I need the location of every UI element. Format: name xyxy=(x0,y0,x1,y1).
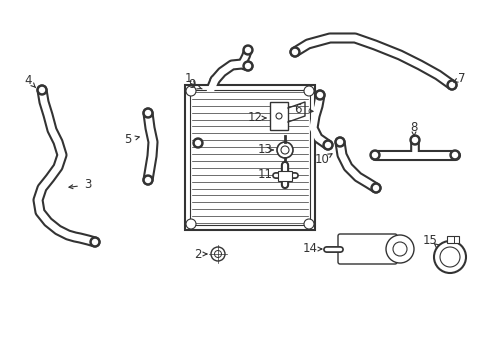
Circle shape xyxy=(276,142,292,158)
Circle shape xyxy=(193,138,203,148)
Circle shape xyxy=(281,146,288,154)
Circle shape xyxy=(337,139,342,144)
Circle shape xyxy=(446,80,456,90)
Circle shape xyxy=(334,137,345,147)
Text: 13: 13 xyxy=(257,144,272,157)
Text: 10: 10 xyxy=(314,153,329,166)
Circle shape xyxy=(451,153,457,157)
Circle shape xyxy=(195,140,200,145)
FancyBboxPatch shape xyxy=(337,234,396,264)
Circle shape xyxy=(210,247,224,261)
Circle shape xyxy=(304,219,313,229)
Circle shape xyxy=(37,85,47,95)
Circle shape xyxy=(275,113,282,119)
Bar xyxy=(446,236,458,243)
Circle shape xyxy=(92,239,97,244)
Bar xyxy=(190,90,309,225)
Circle shape xyxy=(392,242,406,256)
Circle shape xyxy=(373,185,378,190)
Circle shape xyxy=(145,177,150,183)
Bar xyxy=(269,102,287,130)
Text: 9: 9 xyxy=(188,78,195,91)
Circle shape xyxy=(40,87,44,93)
Circle shape xyxy=(448,82,453,87)
Text: 14: 14 xyxy=(302,243,317,256)
Circle shape xyxy=(90,237,100,247)
Text: 4: 4 xyxy=(24,73,32,86)
Circle shape xyxy=(292,49,297,54)
Circle shape xyxy=(325,143,330,148)
Circle shape xyxy=(314,90,325,100)
Circle shape xyxy=(145,111,150,116)
Circle shape xyxy=(304,86,313,96)
Circle shape xyxy=(412,138,417,143)
Circle shape xyxy=(245,48,250,53)
Text: 3: 3 xyxy=(84,179,92,192)
Circle shape xyxy=(243,45,252,55)
Text: 1: 1 xyxy=(184,72,191,85)
Text: 8: 8 xyxy=(409,121,417,135)
Circle shape xyxy=(243,61,252,71)
Circle shape xyxy=(245,63,250,68)
Circle shape xyxy=(289,47,299,57)
Circle shape xyxy=(317,93,322,98)
Text: 2: 2 xyxy=(194,248,202,261)
Circle shape xyxy=(185,86,196,96)
Text: 11: 11 xyxy=(257,168,272,181)
Circle shape xyxy=(323,140,332,150)
Text: 12: 12 xyxy=(247,112,262,125)
Circle shape xyxy=(439,247,459,267)
Text: 6: 6 xyxy=(294,104,301,117)
Circle shape xyxy=(370,183,380,193)
Text: 15: 15 xyxy=(422,234,437,247)
Circle shape xyxy=(142,108,153,118)
Text: 7: 7 xyxy=(457,72,465,85)
Bar xyxy=(278,171,291,181)
Circle shape xyxy=(214,251,221,257)
Bar xyxy=(184,85,314,230)
Circle shape xyxy=(369,150,379,160)
Circle shape xyxy=(433,241,465,273)
Text: 5: 5 xyxy=(124,134,131,147)
Circle shape xyxy=(385,235,413,263)
Circle shape xyxy=(372,153,377,157)
Circle shape xyxy=(185,219,196,229)
Circle shape xyxy=(142,175,153,185)
Circle shape xyxy=(449,150,459,160)
Circle shape xyxy=(409,135,419,145)
